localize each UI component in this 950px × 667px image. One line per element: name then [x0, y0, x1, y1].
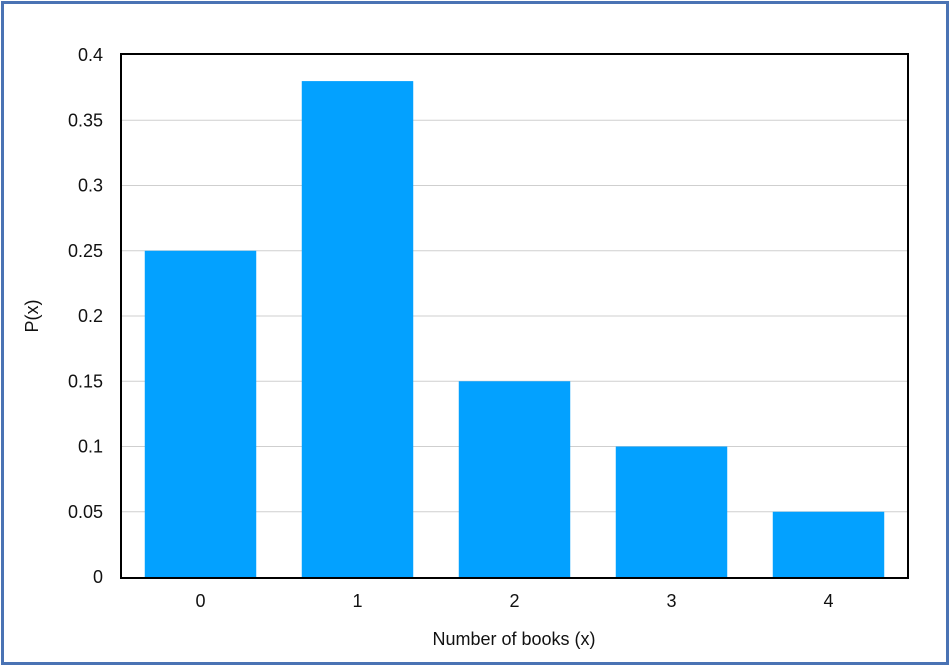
x-tick-label: 1: [352, 591, 362, 611]
y-tick-label: 0: [93, 567, 103, 587]
bar-1: [301, 81, 414, 577]
y-tick-label: 0.15: [68, 371, 103, 391]
x-tick-label: 2: [509, 591, 519, 611]
bar-0: [144, 250, 257, 577]
x-tick-label: 4: [823, 591, 833, 611]
y-tick-label: 0.2: [78, 306, 103, 326]
x-axis-ticks: 0 1 2 3 4: [195, 591, 833, 611]
y-tick-label: 0.4: [78, 45, 103, 65]
bars: [144, 81, 885, 577]
y-tick-label: 0.1: [78, 437, 103, 457]
x-tick-label: 3: [666, 591, 676, 611]
y-axis-ticks: 0 0.05 0.1 0.15 0.2 0.25 0.3 0.35 0.4: [68, 45, 103, 587]
bar-3: [615, 446, 728, 577]
y-tick-label: 0.35: [68, 110, 103, 130]
bar-2: [458, 381, 571, 577]
x-axis-label: Number of books (x): [432, 629, 595, 649]
y-axis-label: P(x): [22, 300, 42, 333]
bar-4: [772, 511, 885, 577]
y-tick-label: 0.3: [78, 176, 103, 196]
y-tick-label: 0.25: [68, 241, 103, 261]
plot-area-border: [120, 53, 909, 579]
x-tick-label: 0: [195, 591, 205, 611]
bar-chart: 0 0.05 0.1 0.15 0.2 0.25 0.3 0.35 0.4 0 1 2 3 4 Numb…: [22, 45, 909, 649]
y-tick-label: 0.05: [68, 502, 103, 522]
